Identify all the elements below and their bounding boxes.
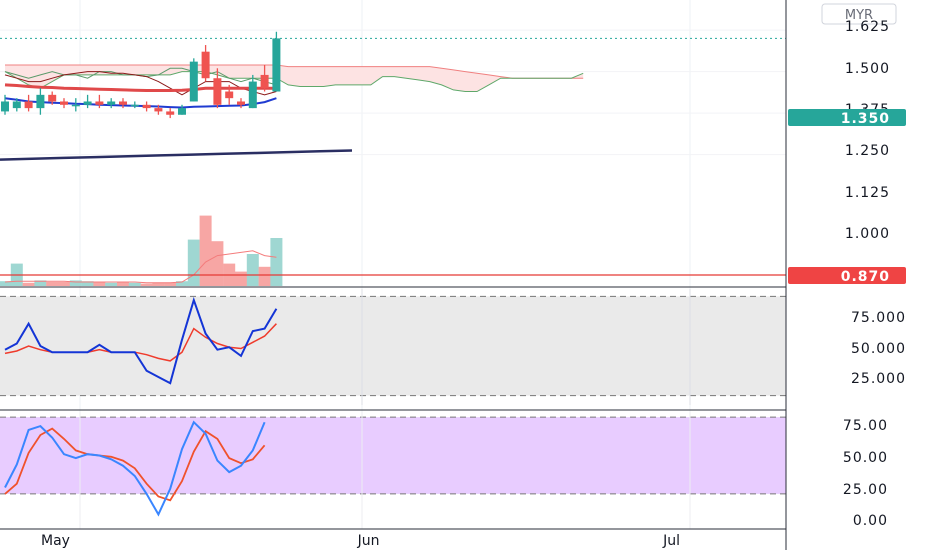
currency-badge[interactable] [821,3,897,25]
candle-body [260,74,269,89]
currency-label: MYR [845,8,873,23]
rsi-band-fill [0,296,786,396]
volume-bar [46,282,59,286]
candle-body [130,104,139,107]
rsi-tick-label: 75.000 [851,310,906,326]
volume-bar [211,241,224,286]
candle-body [24,101,33,109]
time-label-jul: Jul [662,533,680,549]
volume-bar [81,281,94,286]
volume-bar [140,283,153,286]
candle-body [36,94,45,109]
ichimoku-cloud [4,64,584,92]
volume-bar [270,238,283,286]
time-axis[interactable]: May Jun Jul [0,528,786,549]
candle-body [237,101,245,105]
price-tick-label: 1.000 [845,226,890,242]
candle-body [166,111,175,115]
candle-body [225,91,234,99]
candle-body [142,104,151,109]
rsi-pane[interactable] [0,286,786,405]
price-scale[interactable]: MYR 1.625 1.500 1.375 1.250 1.125 1.000 … [785,0,906,550]
volume-bar [176,281,188,286]
stoch-tick-label: 75.00 [843,418,888,434]
last-price-tag-label: 1.350 [841,111,890,127]
volume-bar [235,271,247,286]
rsi-main-line [4,296,278,385]
stoch-tick-label: 50.00 [843,450,888,466]
stoch-band-fill [0,417,786,494]
base-line [4,83,277,92]
level-tag [788,267,906,284]
long-moving-average-line [0,149,353,161]
candle-body [12,101,21,109]
cloud-upper-line [5,64,584,79]
volume-bar [128,282,141,286]
price-tick-label: 1.125 [845,185,890,201]
candle-body [119,101,127,105]
stoch-d-line [4,427,266,502]
volume-bar [69,280,82,286]
candle-body [1,101,9,112]
moving-average-line [4,97,277,109]
time-label-may: May [41,533,70,549]
price-pane[interactable] [0,0,786,529]
price-tick-label: 1.250 [845,143,890,159]
volume-bar [0,281,11,286]
volume-bar [258,266,271,286]
candle-body [60,101,68,105]
price-tick-label: 1.625 [845,19,890,35]
indicator-lines [0,67,353,161]
volume-bar [105,282,118,286]
conversion-line [4,71,277,96]
rsi-indicator [0,286,786,405]
candle-body [272,38,281,92]
candle-body [213,78,222,105]
candle-body [71,104,80,107]
stoch-tick-label: 0.00 [853,513,888,529]
last-price-tag [788,109,906,126]
volume-bar [117,282,129,286]
stochastic-indicator [0,409,786,528]
volume-bar [246,254,259,286]
level-tag-label: 0.870 [841,269,890,285]
cloud-lower-line [4,71,584,92]
candle-body [201,51,210,79]
volume-bar [58,282,70,286]
candlesticks [1,31,281,119]
candle-body [107,101,116,105]
cloud-fill [5,64,584,92]
candle-body [248,81,257,109]
stoch-tick-label: 25.00 [843,482,888,498]
volume-bar [22,282,35,286]
volume-ma-line [4,250,277,284]
candle-body [48,94,57,102]
candle-body [83,101,92,105]
volume-bar [34,280,47,286]
rsi-tick-label: 25.000 [851,371,906,387]
stoch-k-line [4,420,266,517]
time-label-jun: Jun [357,533,380,549]
price-tick-label: 1.500 [845,61,890,77]
volume-bar [93,282,106,286]
rsi-tick-label: 50.000 [851,341,906,357]
volume-bar [199,215,212,286]
volume-bar [164,282,177,286]
volume-bar [152,282,165,286]
stochastic-pane[interactable] [0,409,786,528]
candle-body [95,101,104,105]
candle-body [189,61,198,102]
volume-bar [187,239,200,286]
candle-body [154,108,163,112]
candle-body [178,108,186,115]
price-overlays [0,37,786,276]
